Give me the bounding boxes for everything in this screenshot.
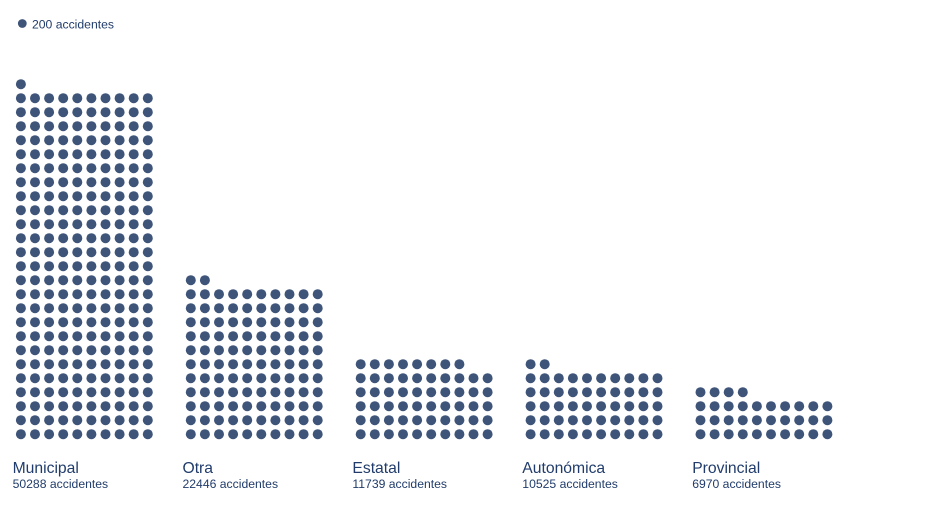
svg-text:22446 accidentes: 22446 accidentes — [183, 477, 279, 491]
svg-text:10525 accidentes: 10525 accidentes — [522, 477, 618, 491]
svg-text:Municipal: Municipal — [13, 460, 79, 477]
svg-text:Estatal: Estatal — [352, 460, 400, 477]
svg-text:6970 accidentes: 6970 accidentes — [692, 477, 781, 491]
svg-text:50288 accidentes: 50288 accidentes — [13, 477, 109, 491]
svg-text:Otra: Otra — [183, 460, 214, 477]
svg-text:200 accidentes: 200 accidentes — [32, 18, 114, 32]
svg-text:11739 accidentes: 11739 accidentes — [352, 477, 447, 491]
svg-text:Provincial: Provincial — [692, 460, 760, 477]
svg-text:Autonómica: Autonómica — [522, 460, 605, 477]
